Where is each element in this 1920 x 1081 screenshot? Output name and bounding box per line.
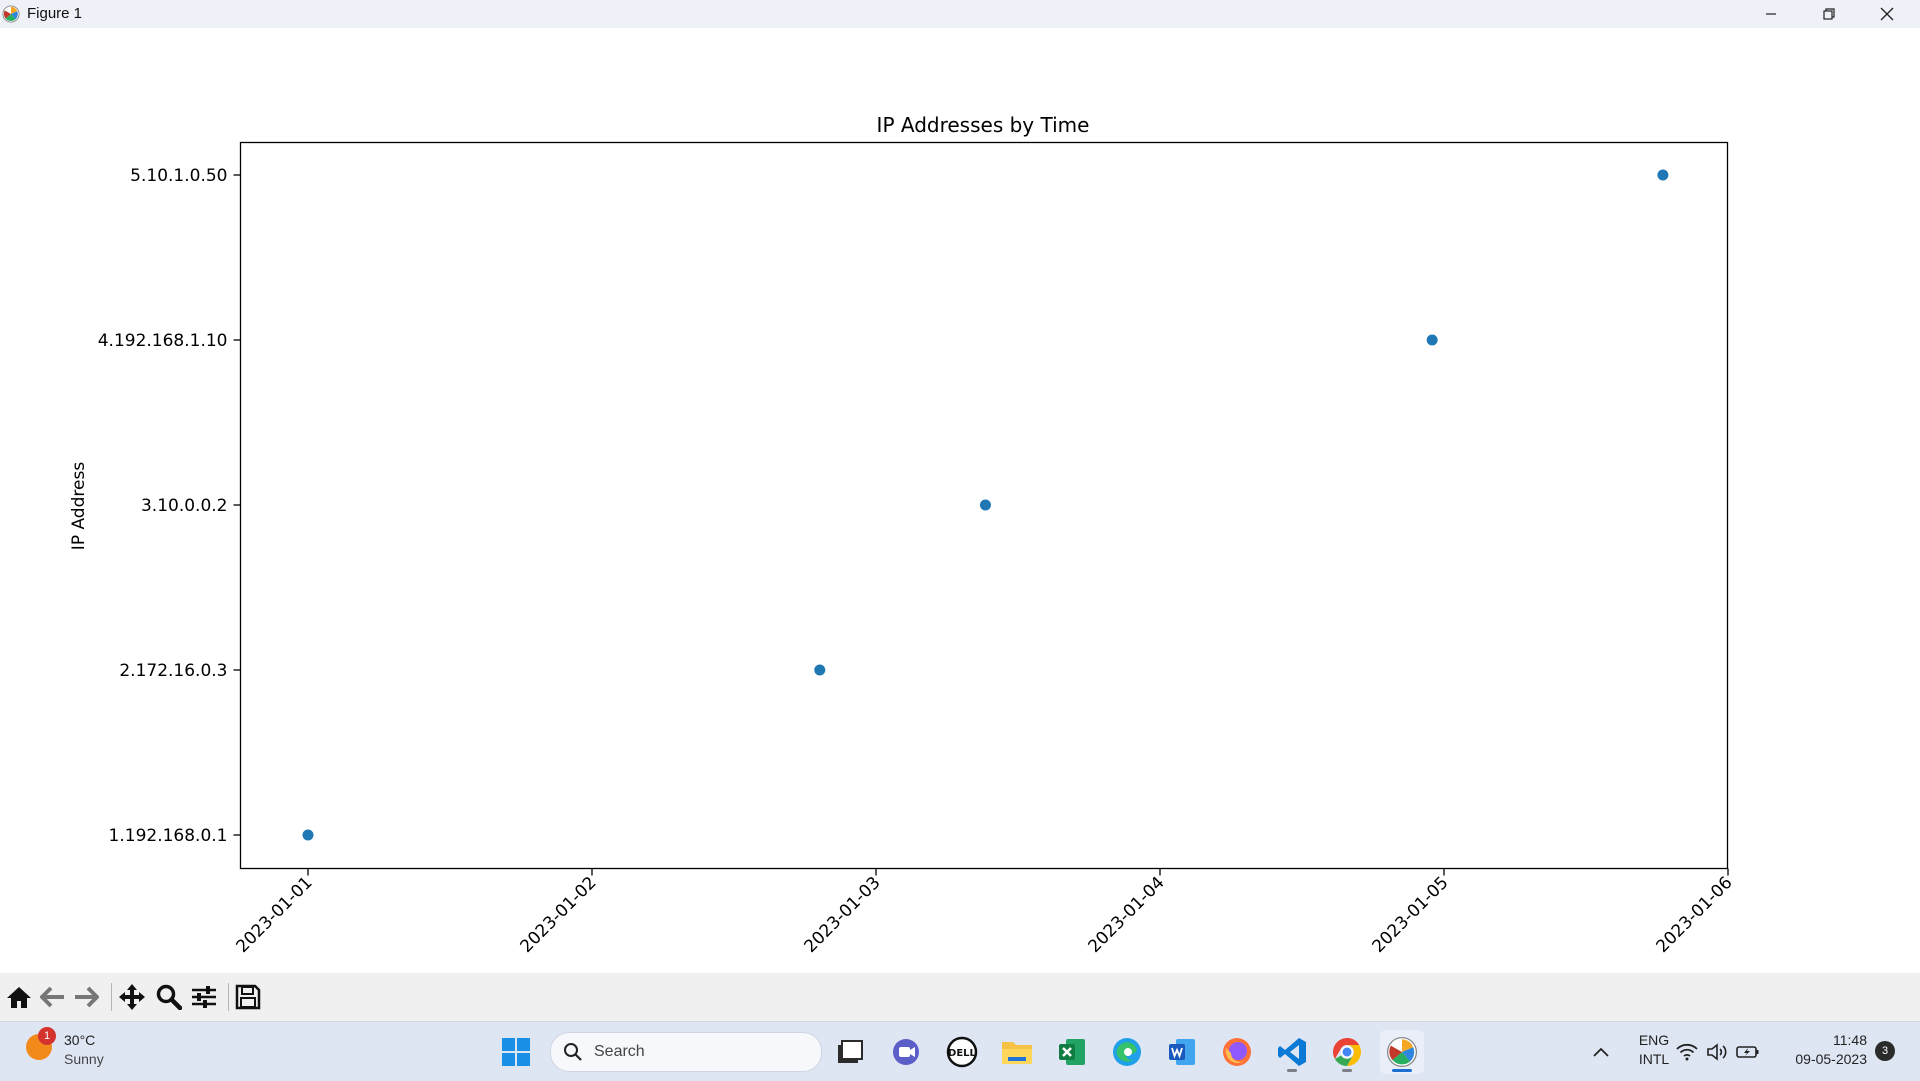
x-tick-label: 2023-01-04 (1085, 873, 1169, 957)
chrome-button[interactable] (1325, 1030, 1369, 1074)
home-icon (7, 987, 31, 1008)
data-point (814, 664, 826, 676)
word-button[interactable] (1160, 1030, 1204, 1074)
data-point (1426, 334, 1438, 346)
home-button[interactable] (3, 981, 35, 1013)
chart-title: IP Addresses by Time (877, 113, 1090, 137)
search-icon (564, 1043, 582, 1061)
firefox-icon (1223, 1038, 1251, 1066)
y-tick-label: 1.192.168.0.1 (109, 826, 228, 846)
configure-subplots-icon (192, 986, 216, 1008)
dell-icon: DELL (946, 1036, 978, 1068)
matplotlib-icon (1386, 1036, 1418, 1068)
forward-button[interactable] (70, 981, 102, 1013)
toolbar-separator (228, 983, 229, 1011)
minimize-icon (1766, 13, 1776, 15)
teams-icon (893, 1039, 919, 1065)
file-explorer-button[interactable] (995, 1030, 1039, 1074)
running-indicator (1287, 1069, 1297, 1072)
save-icon (235, 984, 261, 1010)
navigation-toolbar (0, 973, 1920, 1021)
back-button[interactable] (37, 981, 69, 1013)
battery-icon (1736, 1046, 1759, 1058)
taskbar-search[interactable]: Search (550, 1032, 822, 1072)
x-tick-label: 2023-01-01 (233, 873, 317, 957)
vscode-icon (1278, 1038, 1306, 1066)
y-tick-label: 2.172.16.0.3 (119, 661, 227, 681)
firefox-button[interactable] (1215, 1030, 1259, 1074)
language-code: ENG (1638, 1032, 1670, 1048)
zoom-button[interactable] (153, 981, 185, 1013)
show-hidden-icons-button[interactable] (1581, 1030, 1621, 1074)
y-tick-label: 3.10.0.0.2 (141, 496, 228, 516)
title-bar: Figure 1 (0, 0, 1920, 28)
data-point (1657, 169, 1669, 181)
scatter-chart: IP Addresses by Time IP Address 1.192.16… (69, 113, 1737, 957)
weather-badge: 1 (38, 1027, 56, 1045)
y-tick-label: 5.10.1.0.50 (130, 166, 227, 186)
svg-text:DELL: DELL (948, 1048, 977, 1059)
wifi-icon (1676, 1043, 1698, 1061)
configure-subplots-button[interactable] (188, 981, 220, 1013)
active-indicator (1392, 1069, 1412, 1072)
figure-canvas[interactable]: IP Addresses by Time IP Address 1.192.16… (0, 28, 1920, 973)
matplotlib-logo-icon (2, 5, 20, 23)
save-button[interactable] (232, 981, 264, 1013)
close-icon (1880, 7, 1894, 21)
dell-button[interactable]: DELL (940, 1030, 984, 1074)
minimize-button[interactable] (1742, 0, 1800, 28)
windows-start-icon (502, 1038, 530, 1066)
matplotlib-taskbar-button[interactable] (1380, 1030, 1424, 1074)
taskbar: 1 30°C Sunny Search DELL (0, 1021, 1920, 1081)
restore-button[interactable] (1800, 0, 1858, 28)
x-tick-label: 2023-01-05 (1369, 873, 1453, 957)
search-placeholder: Search (594, 1043, 645, 1060)
chevron-up-icon (1593, 1047, 1609, 1057)
y-axis-label: IP Address (69, 462, 89, 551)
chrome-icon (1333, 1038, 1361, 1066)
y-tick-label: 4.192.168.1.10 (98, 331, 228, 351)
back-icon (40, 986, 64, 1008)
weather-condition: Sunny (64, 1051, 104, 1067)
notification-badge[interactable]: 3 (1875, 1041, 1895, 1061)
restore-icon (1823, 8, 1835, 20)
close-button[interactable] (1858, 0, 1916, 28)
excel-icon (1059, 1039, 1085, 1065)
data-point (979, 499, 991, 511)
start-button[interactable] (494, 1030, 538, 1074)
data-point (302, 829, 314, 841)
weather-temperature: 30°C (64, 1032, 96, 1048)
excel-button[interactable] (1050, 1030, 1094, 1074)
x-tick-label: 2023-01-03 (801, 873, 885, 957)
running-indicator (1342, 1069, 1352, 1072)
keyboard-layout: INTL (1638, 1051, 1670, 1067)
word-icon (1169, 1039, 1195, 1065)
task-view-button[interactable] (828, 1030, 872, 1074)
zoom-icon (156, 984, 182, 1010)
teams-button[interactable] (884, 1030, 928, 1074)
task-view-icon (838, 1040, 863, 1063)
quick-settings-button[interactable] (1676, 1030, 1760, 1074)
edge-button[interactable] (1105, 1030, 1149, 1074)
edge-icon (1113, 1038, 1141, 1066)
pan-icon (119, 984, 145, 1010)
toolbar-separator (111, 983, 112, 1011)
vscode-button[interactable] (1270, 1030, 1314, 1074)
window-title: Figure 1 (27, 5, 83, 22)
clock-date: 09-05-2023 (1795, 1051, 1867, 1067)
forward-icon (75, 986, 99, 1008)
clock-time: 11:48 (1833, 1032, 1867, 1048)
volume-icon (1707, 1043, 1727, 1061)
pan-button[interactable] (116, 981, 148, 1013)
x-tick-label: 2023-01-02 (517, 873, 601, 957)
file-explorer-icon (1002, 1042, 1032, 1064)
x-tick-label: 2023-01-06 (1653, 873, 1737, 957)
